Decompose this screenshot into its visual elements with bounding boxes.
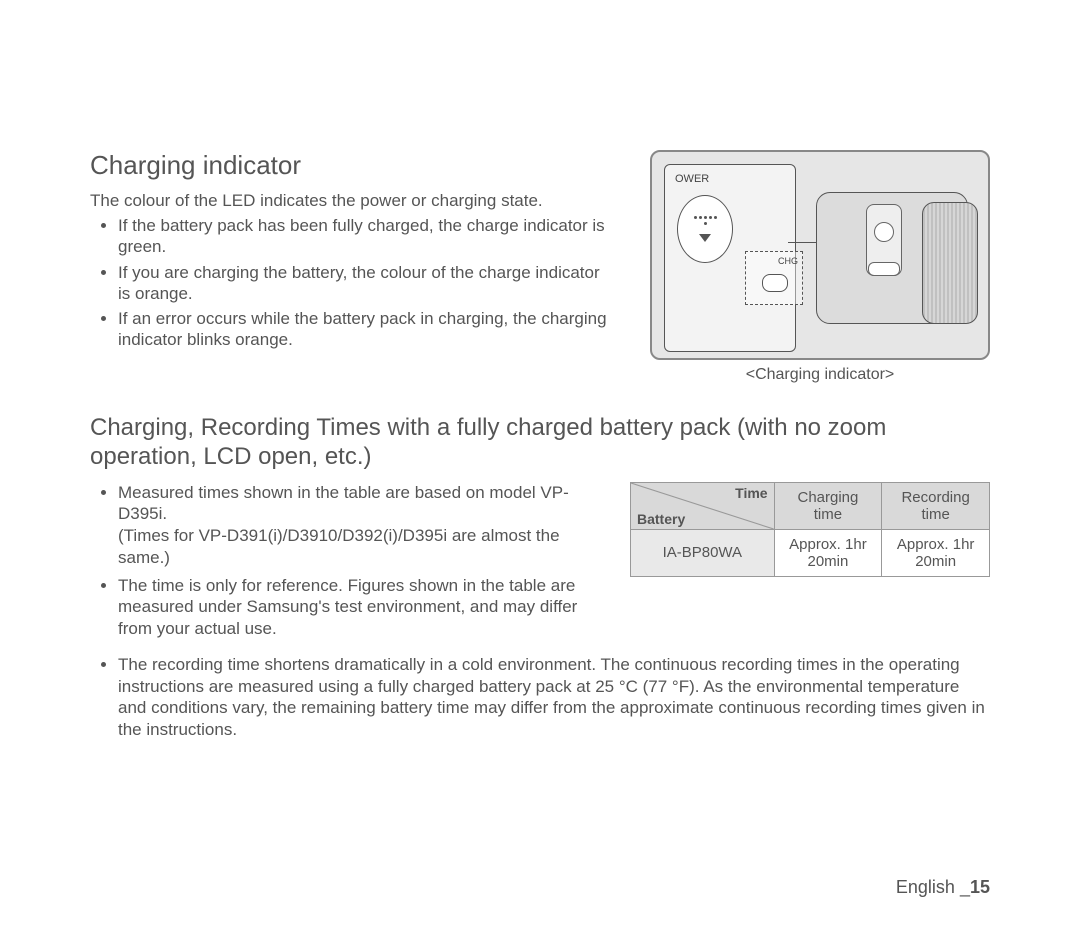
manual-page: Charging indicator The colour of the LED…: [0, 0, 1080, 938]
figure-caption: <Charging indicator>: [650, 366, 990, 384]
bullet-item: If you are charging the battery, the col…: [118, 262, 610, 305]
page-footer: English _15: [896, 877, 990, 898]
bullet-text: Measured times shown in the table are ba…: [118, 483, 569, 524]
charging-indicator-text-col: Charging indicator The colour of the LED…: [90, 150, 610, 355]
section-charging-indicator: Charging indicator The colour of the LED…: [90, 150, 990, 384]
chg-label: CHG: [778, 256, 798, 266]
time-table: Time Battery Charging time Recording tim…: [630, 482, 990, 577]
footer-sep: _: [960, 877, 970, 897]
charging-indicator-heading: Charging indicator: [90, 150, 610, 181]
charging-indicator-bullets: If the battery pack has been fully charg…: [90, 215, 610, 351]
col-header-recording: Recording time: [882, 482, 990, 529]
time-table-wrapper: Time Battery Charging time Recording tim…: [630, 482, 990, 577]
cell-recording-time: Approx. 1hr 20min: [882, 529, 990, 576]
bullet-item: The recording time shortens dramatically…: [118, 654, 990, 741]
charging-times-heading: Charging, Recording Times with a fully c…: [90, 414, 990, 472]
diag-label-time: Time: [735, 485, 767, 501]
bullet-item: If an error occurs while the battery pac…: [118, 308, 610, 351]
charging-times-row: Measured times shown in the table are ba…: [90, 482, 990, 646]
charging-times-fullwidth: The recording time shortens dramatically…: [90, 654, 990, 741]
device-panel-illustration: OWER CHG: [664, 164, 796, 352]
charging-times-bullets: Measured times shown in the table are ba…: [90, 482, 600, 640]
charging-times-text: Measured times shown in the table are ba…: [90, 482, 600, 646]
bullet-item: Measured times shown in the table are ba…: [118, 482, 600, 569]
power-label: OWER: [675, 173, 709, 185]
table-header-row: Time Battery Charging time Recording tim…: [631, 482, 990, 529]
footer-page-number: 15: [970, 877, 990, 897]
charging-times-bullets-full: The recording time shortens dramatically…: [90, 654, 990, 741]
cell-charging-time: Approx. 1hr 20min: [774, 529, 882, 576]
camcorder-illustration: [806, 172, 976, 342]
bullet-item: The time is only for reference. Figures …: [118, 575, 600, 640]
diag-label-battery: Battery: [637, 511, 685, 527]
cell-battery: IA-BP80WA: [631, 529, 775, 576]
section-charging-times: Charging, Recording Times with a fully c…: [90, 414, 990, 741]
figure-frame: OWER CHG: [650, 150, 990, 360]
power-dial-icon: [677, 195, 733, 263]
charging-indicator-intro: The colour of the LED indicates the powe…: [90, 191, 610, 211]
footer-lang: English: [896, 877, 955, 897]
col-header-charging: Charging time: [774, 482, 882, 529]
chg-callout: CHG: [745, 251, 803, 305]
bullet-item: If the battery pack has been fully charg…: [118, 215, 610, 258]
charging-indicator-figure: OWER CHG: [650, 150, 990, 384]
bullet-subtext: (Times for VP-D391(i)/D3910/D392(i)/D395…: [118, 526, 560, 567]
chg-led-icon: [762, 274, 788, 292]
table-diag-header: Time Battery: [631, 482, 775, 529]
table-row: IA-BP80WA Approx. 1hr 20min Approx. 1hr …: [631, 529, 990, 576]
